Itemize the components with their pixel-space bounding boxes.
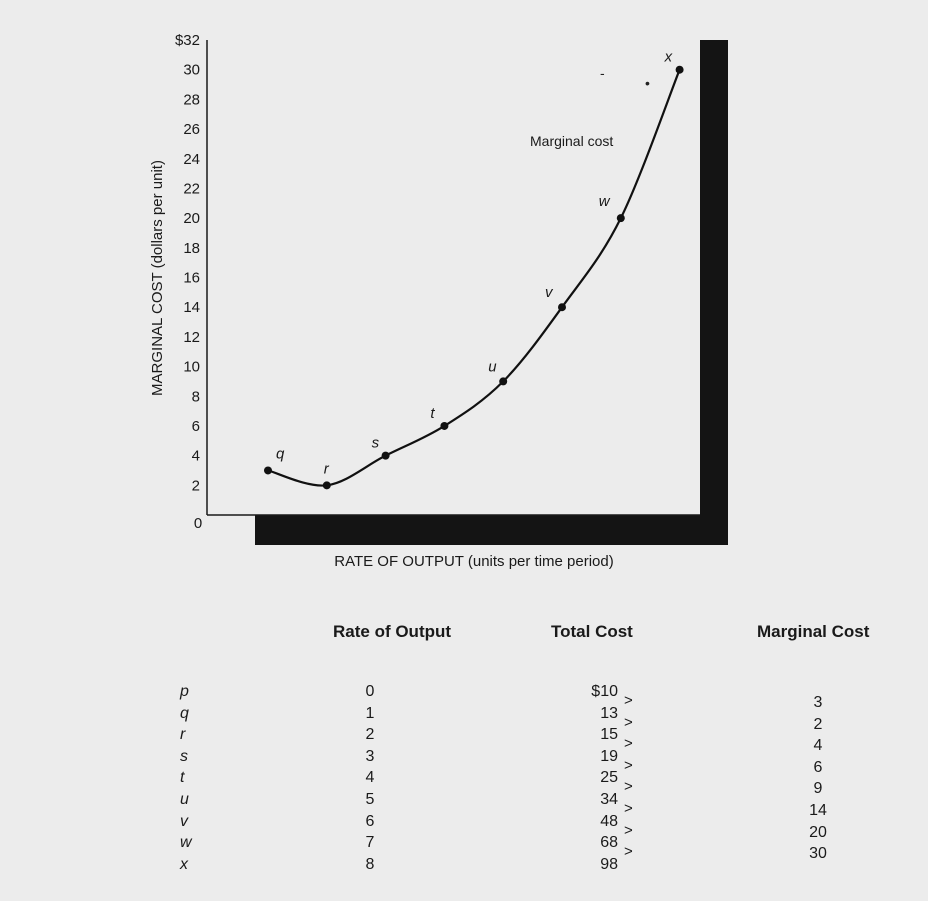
row-label: u: [180, 791, 189, 808]
row-label: s: [180, 747, 188, 765]
point-label-s: s: [372, 435, 380, 452]
marginal-cost-points: q r s t u v w x: [264, 49, 684, 490]
row-label: q: [180, 704, 189, 722]
row-output: 3: [365, 747, 375, 765]
y-tick-label: 12: [183, 329, 200, 346]
marginal-cost-curve: [267, 69, 681, 487]
stray-mark: -: [600, 65, 605, 81]
curve-point-r: [322, 481, 331, 490]
point-label-x: x: [664, 49, 673, 66]
y-tick-label: 2: [192, 477, 200, 494]
row-total-cost: 34: [600, 791, 618, 808]
difference-arrow-icon: >: [624, 821, 633, 839]
difference-arrow-icon: >: [624, 800, 633, 817]
point-label-v: v: [545, 284, 554, 301]
y-tick-label: 26: [183, 121, 200, 138]
row-total-cost: 48: [600, 812, 618, 830]
y-axis-title: MARGINAL COST (dollars per unit): [149, 160, 166, 396]
difference-arrow-icon: >: [624, 778, 633, 796]
curve-point-s: [381, 451, 390, 460]
row-label: r: [180, 726, 186, 744]
curve-point-q: [264, 466, 272, 475]
difference-arrow-icon: >: [624, 692, 633, 709]
curve-point-w: [616, 214, 625, 223]
y-tick-label: 24: [183, 151, 200, 168]
row-output: 8: [365, 855, 375, 873]
row-output: 5: [365, 791, 375, 808]
row-marginal-cost: 4: [813, 737, 823, 755]
difference-arrow-icon: >: [624, 735, 633, 753]
row-output: 6: [365, 812, 375, 830]
point-label-r: r: [324, 460, 330, 477]
table-header-output: Rate of Output: [333, 622, 452, 641]
difference-arrow-icon: >: [624, 713, 633, 731]
curve-point-v: [558, 303, 566, 312]
point-label-u: u: [488, 358, 497, 375]
row-total-cost: 15: [600, 726, 618, 744]
y-tick-label: 8: [192, 388, 200, 405]
y-tick-label: 30: [183, 62, 200, 79]
point-label-t: t: [430, 405, 435, 422]
point-label-q: q: [276, 445, 285, 462]
row-total-cost: $10: [591, 683, 618, 700]
y-tick-label: 10: [183, 359, 200, 376]
row-output: 4: [365, 769, 375, 787]
stray-mark: •: [645, 75, 650, 91]
row-label: p: [180, 683, 189, 700]
table-header-marginal-cost: Marginal Cost: [757, 622, 870, 641]
row-total-cost: 19: [600, 747, 618, 765]
y-tick-label: $32: [175, 32, 200, 49]
x-origin-label: 0: [194, 515, 202, 532]
row-output: 2: [365, 726, 375, 744]
table-header-total-cost: Total Cost: [551, 622, 633, 641]
y-tick-label: 28: [183, 91, 200, 108]
row-marginal-cost: 30: [809, 845, 827, 863]
y-tick-label: 20: [183, 210, 200, 227]
curve-point-x: [675, 65, 684, 74]
row-total-cost: 68: [600, 834, 618, 852]
row-label: t: [180, 769, 185, 787]
row-marginal-cost: 20: [809, 823, 827, 841]
difference-arrow-icon: >: [624, 843, 633, 861]
row-marginal-cost: 6: [813, 758, 823, 776]
y-tick-label: 16: [183, 270, 200, 287]
y-tick-label: 14: [183, 299, 200, 316]
x-axis-title: RATE OF OUTPUT (units per time period): [334, 553, 614, 570]
row-total-cost: 13: [600, 704, 618, 722]
curve-label: Marginal cost: [530, 133, 613, 149]
row-label: x: [180, 855, 188, 873]
row-total-cost: 98: [600, 855, 618, 873]
difference-arrow-icon: >: [624, 756, 633, 774]
curve-point-u: [499, 377, 508, 386]
row-label: w: [180, 834, 192, 852]
row-output: 0: [365, 683, 375, 700]
curve-point-t: [440, 421, 449, 430]
row-total-cost: 25: [600, 769, 618, 787]
row-marginal-cost: 14: [809, 802, 827, 819]
y-tick-label: 22: [183, 180, 200, 197]
y-tick-label: 6: [192, 418, 200, 435]
row-marginal-cost: 9: [813, 780, 823, 798]
y-tick-label: 18: [183, 240, 200, 257]
row-output: 1: [365, 704, 375, 722]
row-marginal-cost: 2: [813, 715, 823, 733]
row-output: 7: [365, 834, 375, 852]
point-label-w: w: [599, 193, 611, 210]
row-label: v: [180, 812, 188, 830]
row-marginal-cost: 3: [813, 694, 823, 711]
y-tick-label: 4: [192, 448, 200, 465]
